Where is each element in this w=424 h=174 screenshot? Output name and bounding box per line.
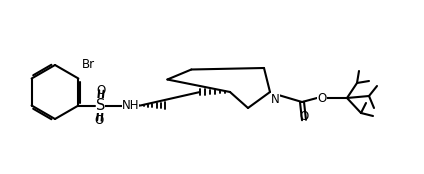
Text: O: O	[95, 113, 104, 126]
Text: S: S	[96, 98, 105, 113]
Text: N: N	[271, 93, 280, 106]
Text: O: O	[97, 85, 106, 97]
Text: O: O	[299, 110, 309, 123]
Text: Br: Br	[81, 58, 95, 72]
Text: O: O	[318, 92, 326, 105]
Text: NH: NH	[122, 99, 139, 112]
